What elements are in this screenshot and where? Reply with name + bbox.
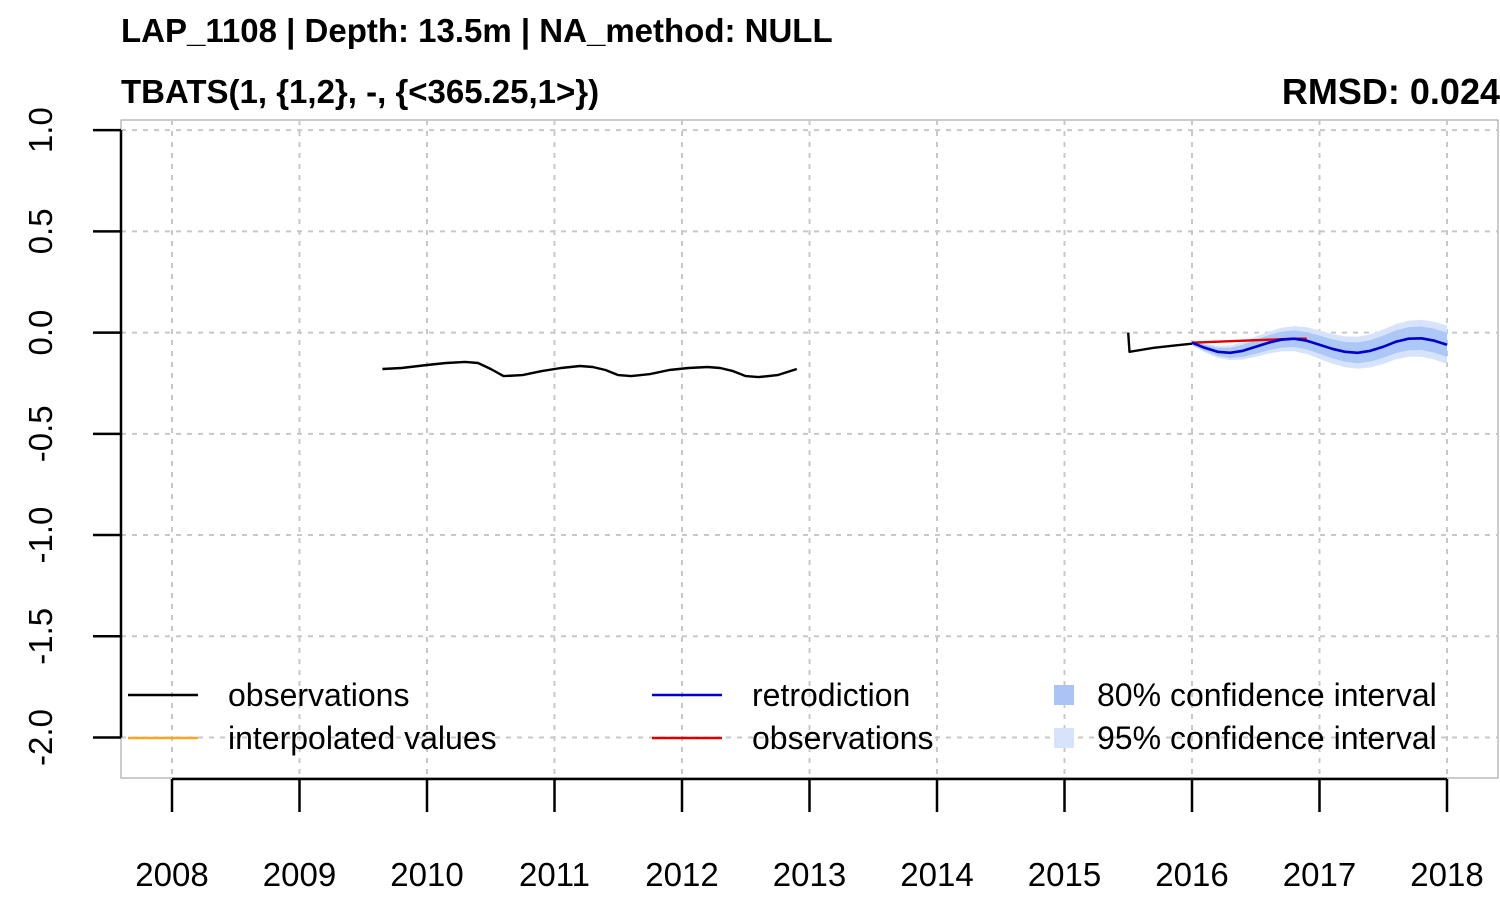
legend: observations interpolated values retrodict…: [128, 677, 1437, 756]
x-tick-label: 2009: [263, 856, 336, 893]
y-tick-label: 0.5: [22, 208, 59, 254]
legend-label: 95% confidence interval: [1097, 720, 1437, 756]
x-tick-label: 2010: [390, 856, 463, 893]
y-tick-label: -1.5: [22, 608, 59, 665]
legend-label: retrodiction: [752, 677, 910, 713]
rmsd-label: RMSD: 0.024: [1281, 71, 1500, 112]
observations-line: [382, 360, 798, 379]
legend-label: observations: [752, 720, 933, 756]
retrodiction-line: [1191, 336, 1448, 355]
legend-box-swatch: [1054, 685, 1074, 705]
y-tick-label: -1.0: [22, 507, 59, 564]
x-tick-label: 2018: [1410, 856, 1483, 893]
x-tick-label: 2017: [1283, 856, 1356, 893]
x-tick-label: 2012: [645, 856, 718, 893]
x-tick-label: 2011: [519, 856, 590, 893]
y-tick-label: 0.0: [22, 310, 59, 356]
x-tick-label: 2013: [773, 856, 846, 893]
legend-box-swatch: [1054, 728, 1074, 748]
x-tick-label: 2016: [1155, 856, 1228, 893]
y-tick-label: -0.5: [22, 405, 59, 462]
x-tick-label: 2014: [900, 856, 973, 893]
axes: 1.0 0.5 0.0 -0.5 -1.0 -1.5 -2.0 2008 2009 2010 201…: [22, 107, 1484, 893]
legend-label: observations: [228, 677, 409, 713]
y-tick-label: -2.0: [22, 709, 59, 766]
chart-title: LAP_1108 | Depth: 13.5m | NA_method: NUL…: [121, 12, 833, 49]
legend-label: interpolated values: [228, 720, 497, 756]
series: [382, 332, 1448, 379]
x-tick-label: 2008: [135, 856, 208, 893]
y-tick-label: 1.0: [22, 107, 59, 153]
x-tick-label: 2015: [1028, 856, 1101, 893]
chart-subtitle: TBATS(1, {1,2}, -, {<365.25,1>}): [121, 73, 600, 110]
observations-line: [1127, 332, 1193, 353]
legend-label: 80% confidence interval: [1097, 677, 1437, 713]
